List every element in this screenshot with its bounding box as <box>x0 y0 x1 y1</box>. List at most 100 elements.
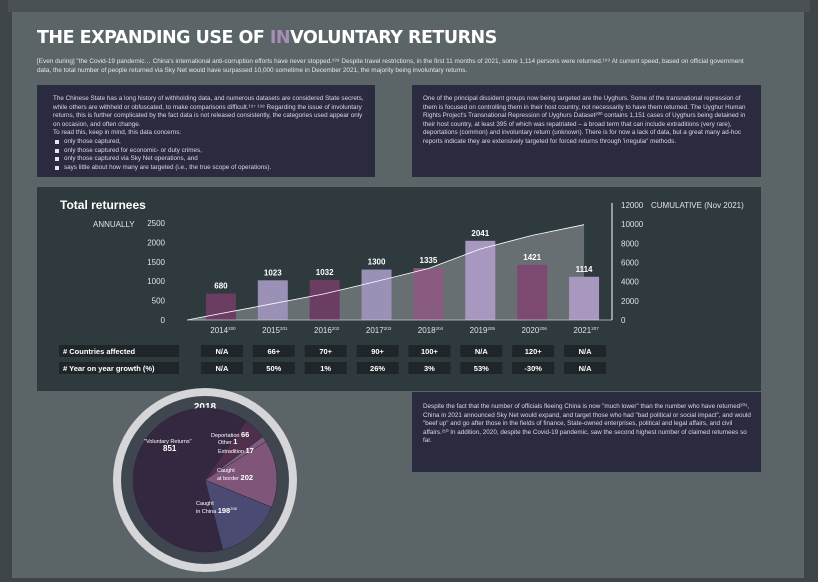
y-tick-label: 1000 <box>147 277 165 286</box>
caveat-bullet: only those captured, <box>53 138 375 147</box>
y2-tick-label: 4000 <box>621 278 639 287</box>
pie-label: "Voluntary Returns" <box>144 439 192 445</box>
x-tick-label: 2014200 <box>210 326 236 335</box>
intro-paragraph: [Even during] "the Covid-19 pandemic… Ch… <box>37 58 744 74</box>
y2-axis-label: CUMULATIVE (Nov 2021) <box>651 201 744 210</box>
bar-value-label: 680 <box>214 282 228 291</box>
cumulative-line <box>186 224 585 321</box>
row-value: 1% <box>320 364 331 373</box>
bar-2016 <box>309 279 340 320</box>
caveat-list: only those captured, only those captured… <box>53 138 375 172</box>
bar-value-label: 1300 <box>368 258 386 267</box>
row-value: 53% <box>474 364 489 373</box>
row-value: 26% <box>370 364 385 373</box>
uyghur-text: One of the principal dissident groups no… <box>423 95 746 145</box>
row-label-cell <box>59 362 179 374</box>
returnees-chart: Total returnees ANNUALLY 0 500 1000 1500 2000 2… <box>59 198 744 374</box>
row-value: N/A <box>579 347 593 356</box>
title-part: THE EXPANDING USE OF <box>37 28 270 48</box>
x-tick-label: 2021207 <box>573 326 599 335</box>
y2-tick-label: 12000 <box>621 201 644 210</box>
row-value-cell <box>564 362 607 374</box>
uyghur-box: One of the principal dissident groups no… <box>412 85 761 177</box>
pie-slice <box>204 441 278 508</box>
x-tick-label: 2015201 <box>262 326 288 335</box>
y-tick-label: 2000 <box>147 238 165 247</box>
row-value-cell <box>304 345 347 357</box>
row-value-cell <box>408 345 451 357</box>
y2-tick-label: 8000 <box>621 239 639 248</box>
row-value: N/A <box>579 364 593 373</box>
row-value: 100+ <box>421 347 439 356</box>
row-value-cell <box>356 362 399 374</box>
pie-slice <box>204 479 272 551</box>
row-value-cell <box>512 362 555 374</box>
bar-value-label: 1114 <box>576 265 593 274</box>
y2-tick-label: 6000 <box>621 259 639 268</box>
row-value: 90+ <box>371 347 384 356</box>
row-value-cell <box>408 362 451 374</box>
pie-label: Caught <box>217 468 235 474</box>
bar-value-label: 2041 <box>471 229 489 238</box>
bar-value-label: 1421 <box>523 253 541 262</box>
chart-title: Total returnees <box>60 198 146 212</box>
x-tick-label: 2017203 <box>366 326 392 335</box>
y2-tick-label: 10000 <box>621 220 644 229</box>
top-strip <box>8 0 810 12</box>
x-tick-label: 2018204 <box>418 326 444 335</box>
caveat-bullet: only those captured via Sky Net operatio… <box>53 155 375 164</box>
title-part-end: VOLUNTARY RETURNS <box>290 28 497 48</box>
pie-label: Deportation 66 <box>211 430 249 439</box>
pie-label: Other 1 <box>218 437 237 446</box>
row-value: 70+ <box>319 347 332 356</box>
bar-2015 <box>257 280 288 320</box>
caveat-bullet: says little about how many are targeted … <box>53 164 375 173</box>
x-tick-label: 2019205 <box>470 326 496 335</box>
y-axis-label: ANNUALLY <box>93 220 135 229</box>
y2-tick-label: 0 <box>621 316 626 325</box>
y-tick-label: 2500 <box>147 219 165 228</box>
row-value: N/A <box>475 347 489 356</box>
pie-label: in China 198208 <box>196 506 238 515</box>
row-value: 50% <box>266 364 281 373</box>
row-value-cell <box>304 362 347 374</box>
bar-2014 <box>205 293 236 320</box>
row-label-cell <box>59 345 179 357</box>
bar-2020 <box>517 264 548 320</box>
row-value: 66+ <box>267 347 280 356</box>
skynet-text: Despite the fact that the number of offi… <box>423 403 751 445</box>
y2-tick-label: 2000 <box>621 297 639 306</box>
row-value-cell <box>356 345 399 357</box>
skynet-expansion-box: Despite the fact that the number of offi… <box>412 392 761 472</box>
caveat-bullet: only those captured for economic- or dut… <box>53 147 375 156</box>
row-value: 3% <box>424 364 435 373</box>
x-tick-label: 2020206 <box>522 326 548 335</box>
y-tick-label: 0 <box>161 316 166 325</box>
bar-2019 <box>465 240 496 320</box>
bar-2021 <box>569 276 600 320</box>
page-title: THE EXPANDING USE OF INVOLUNTARY RETURNS <box>37 28 497 48</box>
row-value-cell <box>252 362 295 374</box>
bar-value-label: 1032 <box>316 268 334 277</box>
row-value: 120+ <box>525 347 543 356</box>
x-tick-label: 2016202 <box>314 326 340 335</box>
row-value-cell <box>564 345 607 357</box>
bar-2017 <box>361 269 392 320</box>
row-value: -30% <box>524 364 542 373</box>
pie-label: Extradition 17 <box>218 446 254 455</box>
pie-value: 851 <box>163 444 177 453</box>
row-label: # Year on year growth (%) <box>63 364 155 373</box>
y-tick-label: 500 <box>152 297 166 306</box>
pie-label: Caught <box>196 501 214 507</box>
row-value-cell <box>460 362 503 374</box>
row-value-cell <box>512 345 555 357</box>
pie-chart-svg: 2018 "Voluntary Returns" 851 Deportation 6… <box>113 388 297 572</box>
pie-label: at border 202 <box>217 473 253 482</box>
row-value: N/A <box>215 364 229 373</box>
row-value-cell <box>460 345 503 357</box>
data-caveat-box: The Chinese State has a long history of … <box>37 85 375 177</box>
pie-title: 2018 <box>194 402 217 413</box>
row-value-cell <box>200 345 243 357</box>
bar-value-label: 1023 <box>264 268 282 277</box>
pie-slice <box>132 407 247 553</box>
